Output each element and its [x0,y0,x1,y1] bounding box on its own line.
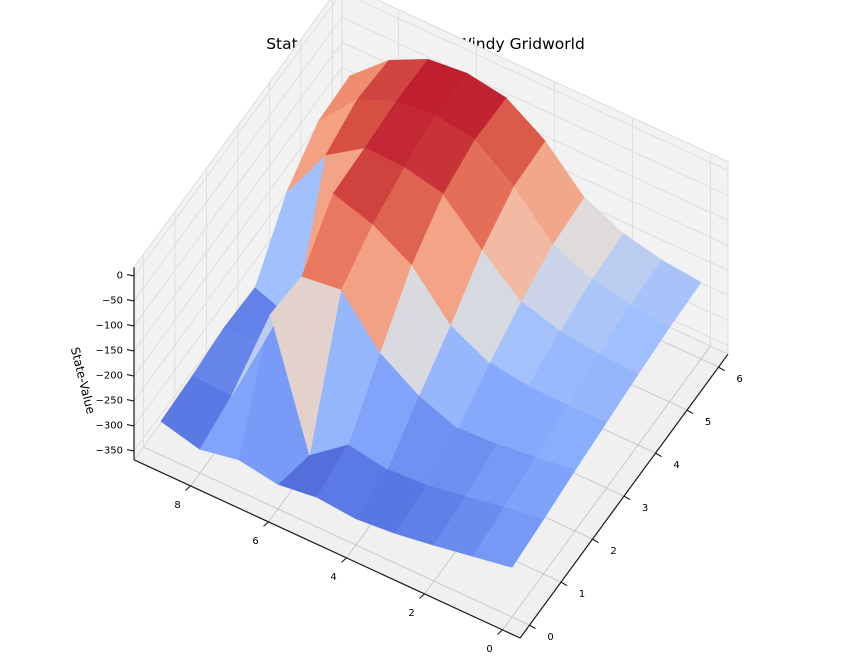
z-tick-mark [126,274,135,277]
z-tick-label: −350 [96,446,123,457]
y-tick-label: 2 [610,546,616,557]
wall-grid-line [133,66,343,352]
floor-grid-line [143,446,530,626]
wall-grid-line [341,16,729,196]
z-tick-mark [126,399,135,402]
y-tick-label: 6 [736,374,742,385]
y-tick-label: 1 [579,589,585,600]
y-tick-label: 5 [705,417,711,428]
x-tick-label: 2 [408,608,414,619]
z-tick-mark [126,349,135,352]
x-tick-label: 8 [174,500,180,511]
z-tick-label: −300 [96,421,123,432]
z-tick-label: −50 [102,296,123,307]
y-tick-mark [592,538,599,544]
wall-grid-line [133,0,337,277]
y-tick-mark [655,452,662,458]
surface-facet [333,147,405,225]
z-tick-label: −100 [96,321,123,332]
wall-grid-line [133,91,343,377]
y-tick-label: 3 [642,503,648,514]
wall-grid-line [133,41,343,327]
z-tick-label: −200 [96,371,123,382]
wall-grid-line [133,16,343,302]
surface-facet [472,506,544,568]
x-tick-mark [185,485,191,491]
z-tick-mark [126,449,135,452]
z-tick-mark [126,424,135,427]
z-tick-mark [126,299,135,302]
y-tick-mark [560,581,568,587]
y-tick-mark [686,409,694,415]
y-tick-mark [718,366,725,372]
y-tick-label: 0 [547,632,553,643]
x-tick-mark [263,521,269,527]
z-tick-label: −250 [96,396,123,407]
z-tick-label: 0 [117,271,123,282]
x-tick-mark [341,557,347,563]
x-tick-label: 0 [486,644,492,655]
wall-grid-line [357,0,729,171]
z-axis-label: State-Value [68,346,98,416]
z-tick-mark [126,374,135,377]
x-tick-label: 6 [252,536,258,547]
x-tick-label: 4 [330,572,336,583]
y-tick-label: 4 [673,460,679,471]
z-tick-label: −150 [96,346,123,357]
x-tick-mark [419,593,425,599]
y-tick-mark [623,495,631,501]
y-tick-mark [529,624,536,630]
z-tick-mark [126,324,135,327]
x-tick-mark [497,629,503,635]
x-axis-spine [133,459,521,639]
